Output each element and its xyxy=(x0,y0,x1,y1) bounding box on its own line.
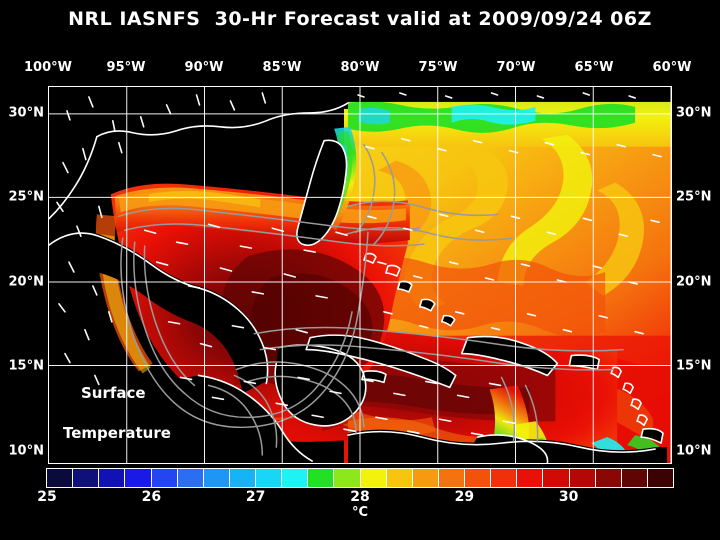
colorbar-tick-30: 30 xyxy=(558,489,579,505)
colorbar-tick-29: 29 xyxy=(454,489,475,505)
lon-label-1: 95°W xyxy=(106,60,146,75)
lat-label-right-1: 25°N xyxy=(676,189,712,205)
colorbar-swatch-23 xyxy=(647,469,673,487)
colorbar-swatch-6 xyxy=(203,469,230,487)
colorbar-swatch-2 xyxy=(99,469,126,487)
colorbar-swatch-17 xyxy=(491,469,518,487)
colorbar-swatch-1 xyxy=(73,469,100,487)
colorbar-swatch-13 xyxy=(386,469,413,487)
lon-label-0: 100°W xyxy=(24,60,72,75)
colorbar-swatch-10 xyxy=(308,469,335,487)
colorbar-tick-26: 26 xyxy=(141,489,162,505)
annotation-surface: Surface xyxy=(81,384,146,402)
colorbar-swatch-16 xyxy=(465,469,492,487)
annotation-temperature: Temperature xyxy=(63,424,171,442)
lat-label-right-4: 10°N xyxy=(676,443,712,458)
colorbar-swatch-18 xyxy=(517,469,544,487)
lat-label-left-0: 30°N xyxy=(8,105,44,121)
colorbar-swatch-19 xyxy=(543,469,570,487)
colorbar-swatch-22 xyxy=(621,469,648,487)
colorbar-swatch-15 xyxy=(438,469,465,487)
colorbar-swatch-20 xyxy=(569,469,596,487)
lon-label-4: 80°W xyxy=(340,60,380,75)
colorbar-swatch-11 xyxy=(334,469,361,487)
lat-label-left-1: 25°N xyxy=(8,189,44,205)
lat-label-right-2: 20°N xyxy=(676,274,712,290)
colorbar-tick-27: 27 xyxy=(245,489,266,505)
longitude-axis: 100°W 95°W 90°W 85°W 80°W 75°W 70°W 65°W 60°W xyxy=(0,60,720,78)
sst-field-svg xyxy=(49,87,671,463)
map-plot-area: Surface Temperature xyxy=(48,86,672,464)
lat-label-right-3: 15°N xyxy=(676,358,712,374)
colorbar-swatch-3 xyxy=(125,469,152,487)
colorbar-swatch-0 xyxy=(47,469,74,487)
colorbar-swatch-8 xyxy=(256,469,283,487)
lon-label-3: 85°W xyxy=(262,60,302,75)
colorbar-swatch-4 xyxy=(151,469,178,487)
lat-label-left-3: 15°N xyxy=(8,358,44,374)
colorbar-swatch-9 xyxy=(282,469,309,487)
lon-label-6: 70°W xyxy=(496,60,536,75)
lon-label-8: 60°W xyxy=(652,60,692,75)
colorbar-unit-label: °C xyxy=(351,505,369,520)
colorbar-swatch-14 xyxy=(412,469,439,487)
colorbar-tick-25: 25 xyxy=(37,489,57,505)
colorbar-tick-28: 28 xyxy=(350,489,370,505)
colorbar-swatch-12 xyxy=(360,469,387,487)
colorbar xyxy=(46,468,674,488)
lat-label-right-0: 30°N xyxy=(676,105,712,121)
figure-title: NRL IASNFS 30-Hr Forecast valid at 2009/… xyxy=(68,8,652,30)
lon-label-5: 75°W xyxy=(418,60,458,75)
lon-label-7: 65°W xyxy=(574,60,614,75)
colorbar-swatch-21 xyxy=(595,469,622,487)
colorbar-tick-labels: 25 26 27 28 29 30 xyxy=(0,489,720,507)
lat-label-left-4: 10°N xyxy=(8,443,44,458)
colorbar-swatch-5 xyxy=(177,469,204,487)
colorbar-swatch-7 xyxy=(229,469,256,487)
lat-label-left-2: 20°N xyxy=(8,274,44,290)
lon-label-2: 90°W xyxy=(184,60,224,75)
